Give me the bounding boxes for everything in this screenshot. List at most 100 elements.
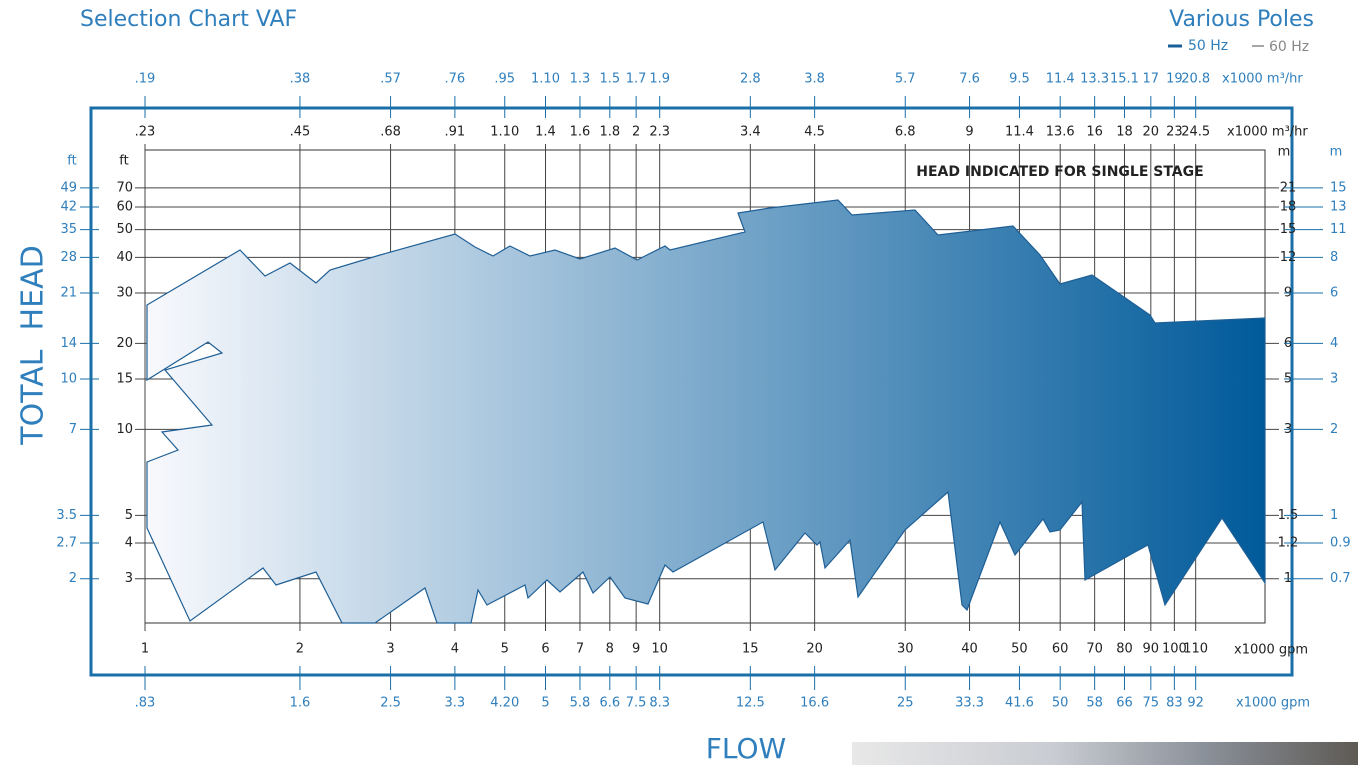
x-tick-label: .95 [494,72,515,87]
x-tick-label: 4.5 [804,125,825,140]
x-tick-label: 40 [961,642,978,657]
y-tick-label: 3 [1330,372,1338,387]
y-tick-label: 14 [60,336,77,351]
x-tick-label: 41.6 [1005,696,1034,711]
x-tick-label: .76 [445,72,466,87]
x-tick-label: 9 [632,642,640,657]
x-unit: x1000 gpm [1236,696,1310,711]
x-tick-label: 1.6 [570,125,591,140]
annotation: HEAD INDICATED FOR SINGLE STAGE [916,164,1203,180]
x-tick-label: 83 [1166,696,1183,711]
y-tick-label: 7 [69,422,77,437]
x-tick-label: 1.10 [490,125,519,140]
y-tick-label: 50 [116,222,133,237]
frame [89,106,1294,677]
y-tick-label: 3 [125,571,133,586]
x-tick-label: 4 [451,642,459,657]
x-tick-label: 1.6 [290,696,311,711]
x-tick-label: 23 [1166,125,1183,140]
y-unit: m [1278,145,1291,160]
y-tick-label: 11 [1330,222,1347,237]
y-tick-label: 2.7 [56,536,77,551]
x-tick-label: 25 [897,696,914,711]
x-tick-label: 6 [541,642,549,657]
x-unit: x1000 gpm [1234,643,1308,658]
x-tick-label: 7.5 [626,696,647,711]
photo [852,742,1358,765]
y-tick-label: 40 [116,250,133,265]
y-tick-label: 2 [69,571,77,586]
x-tick-label: 50 [1011,642,1028,657]
x-tick-label: 70 [1086,642,1103,657]
x-tick-label: 6.6 [599,696,620,711]
envelope [146,199,1266,624]
x-tick-label: 11.4 [1005,125,1034,140]
y-tick-label: 10 [60,372,77,387]
y-tick-label: 13 [1330,200,1347,215]
y-tick-label: 0.7 [1330,571,1351,586]
x-tick-label: 13.6 [1046,125,1075,140]
x-unit: x1000 m³/hr [1227,125,1308,140]
x-tick-label: 6.8 [895,125,916,140]
x-tick-label: 15.1 [1110,72,1139,87]
x-tick-label: 60 [1052,642,1069,657]
x-tick-label: 18 [1116,125,1133,140]
y-tick-label: 28 [60,250,77,265]
y-tick-label: 60 [116,200,133,215]
y-tick-label: 35 [60,222,77,237]
y-tick-label: 42 [60,200,77,215]
y-tick-label: 30 [116,286,133,301]
y-tick-label: 4 [125,536,133,551]
y-unit: ft [67,154,76,169]
x-tick-label: 58 [1086,696,1103,711]
y-tick-label: 5 [125,508,133,523]
x-tick-label: 9 [965,125,973,140]
x-tick-label: 2.8 [740,72,761,87]
x-tick-label: 30 [897,642,914,657]
y-tick-label: 3.5 [56,508,77,523]
y-tick-label: 0.9 [1330,536,1351,551]
y-tick-label: 10 [116,422,133,437]
x-tick-label: 9.5 [1009,72,1030,87]
x-tick-label: 17 [1143,72,1160,87]
x-tick-label: 5 [541,696,549,711]
y-unit: m [1330,145,1343,160]
x-tick-label: .83 [135,696,156,711]
legend-label: 50 Hz [1188,38,1228,54]
x-tick-label: 110 [1183,642,1208,657]
x-tick-label: 13.3 [1080,72,1109,87]
x-tick-label: .19 [135,72,156,87]
x-tick-label: 1.8 [599,125,620,140]
x-tick-label: .23 [135,125,156,140]
y-tick-label: 4 [1330,336,1338,351]
subtitle: Various Poles [1169,7,1314,32]
y-tick-label: 6 [1330,286,1338,301]
x-tick-label: 90 [1143,642,1160,657]
x-tick-label: 3.3 [445,696,466,711]
x-tick-label: 1.3 [570,72,591,87]
x-tick-label: 5 [501,642,509,657]
x-tick-label: 8 [606,642,614,657]
x-tick-label: 66 [1116,696,1133,711]
x-tick-label: 20 [806,642,823,657]
x-tick-label: 3.4 [740,125,761,140]
x-tick-label: 3 [386,642,394,657]
y-tick-label: 70 [116,180,133,195]
x-tick-label: .91 [445,125,466,140]
x-tick-label: 1.5 [599,72,620,87]
y-tick-label: 15 [1330,180,1347,195]
x-tick-label: .57 [380,72,401,87]
x-tick-label: 3.8 [804,72,825,87]
x-tick-label: 4.20 [490,696,519,711]
x-tick-label: 20 [1143,125,1160,140]
y-tick-label: 2 [1330,422,1338,437]
y-tick-label: 21 [60,286,77,301]
x-tick-label: 92 [1187,696,1204,711]
y-tick-label: 49 [60,180,77,195]
x-tick-label: 1.7 [626,72,647,87]
x-tick-label: 5.8 [570,696,591,711]
x-tick-label: 8.3 [649,696,670,711]
x-tick-label: 24.5 [1181,125,1210,140]
